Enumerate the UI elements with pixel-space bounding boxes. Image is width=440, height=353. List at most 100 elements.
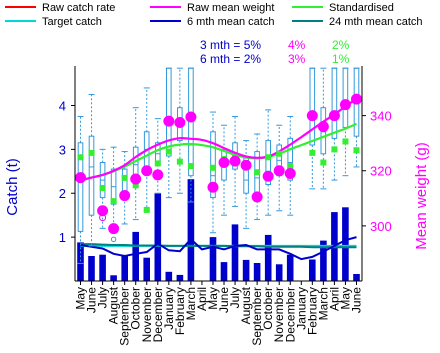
legend-label: 6 mth mean catch [187,16,274,28]
x-tick-label: May [74,287,88,310]
y-axis-label-left: Catch (t) [4,158,21,216]
catch-bar [165,271,173,281]
legend: Raw catch rate Raw mean weight Standardise… [5,2,423,28]
catch-bar [264,234,272,281]
x-tick-label: December [151,287,165,342]
plot-frame [74,66,363,282]
standardised-point [154,160,161,167]
boxplot [88,94,95,247]
standardised-point [353,147,360,154]
catch-bar [275,264,283,281]
stats-annotation: 3 mth = 5% 4% 2% 6 mth = 2% 3% 1% [200,38,350,66]
y-tick-label-left: 3 [59,142,66,157]
y-tick-label-left: 1 [59,230,66,245]
catch-bar [320,240,327,281]
standardised-point [342,138,349,145]
boxplot [132,107,139,221]
mean-weight-point [174,117,186,129]
boxplot [221,124,228,216]
x-tick-label: November [140,287,154,342]
x-tick-label: June [350,287,364,313]
catch-bar [99,254,106,281]
reference-lines [80,236,357,261]
y-tick-label-left: 4 [59,98,66,113]
catch-bar [187,179,195,281]
x-tick-label: September [118,287,132,346]
standardised-point [254,169,261,176]
x-tick-label: August [107,286,121,324]
stats-label: 3 mth = 5% [200,38,261,52]
boxplot [243,140,250,229]
boxplot [254,133,261,221]
legend-label: 24 mth mean catch [329,16,423,28]
boxplot [342,67,349,177]
mean-weight-point [218,156,230,168]
y-tick-label-right: 340 [370,109,392,124]
catch-bar [242,259,250,281]
x-tick-label: April [195,287,209,311]
x-tick-label: December [283,287,297,342]
mean-weight-point [75,172,87,184]
stats-pct-green: 2% [332,38,350,52]
mean-weight-point [229,155,241,167]
x-tick-label: June [85,287,99,313]
standardised-point [265,154,272,161]
standardised-point [88,149,95,156]
catch-bar [88,256,95,281]
mean-weight-point [273,165,285,177]
mean-weight-point [97,205,109,217]
hollow-point [99,214,107,222]
standardised-point [99,184,106,191]
point-markers [75,93,362,243]
outlier-point [110,236,117,243]
stats-pct-magenta: 4% [288,38,306,52]
catch-bar [154,193,162,281]
y-tick-label-right: 320 [370,164,392,179]
boxplot [110,146,117,232]
legend-label: Target catch [42,16,102,28]
standardised-point [77,154,84,161]
boxplot [121,151,128,225]
boxplot [165,67,172,199]
standardised-point [209,164,216,171]
x-tick-label: October [261,287,275,330]
x-tick-label: July [96,287,110,308]
boxplot [154,118,161,194]
standardised-point [143,206,150,213]
x-tick-label: July [228,287,242,308]
catch-bar [176,274,184,281]
mean-weight-point [119,190,131,202]
standardised-point [287,163,294,170]
trend-curve [80,122,357,182]
boxplot [176,67,183,194]
x-tick-label: November [272,287,286,342]
stats-label: 6 mth = 2% [200,52,261,66]
mean-weight-point [240,159,252,171]
x-tick-label: October [129,287,143,330]
mean-weight-point [207,181,219,193]
x-tick-label: January [162,287,176,330]
x-tick-label: May [206,287,220,310]
x-tick-label: March [316,287,330,320]
standardised-point [132,182,139,189]
standardised-point [309,149,316,156]
series-line [80,243,357,249]
catch-bar [220,262,228,281]
trend-curves [80,97,358,182]
y-tick-label-right: 300 [370,219,392,234]
boxplot [209,111,216,234]
x-tick-label: April [327,287,341,311]
mean-weight-point [130,173,142,185]
y-axis-label-right: Mean weight (g) [413,142,430,250]
boxplot [287,115,294,216]
y-tick-label-left: 2 [59,186,66,201]
axes: 1234300320340MayJuneJulyAugustSeptemberO… [59,98,392,345]
mean-weight-point [152,169,164,181]
x-tick-label: May [338,287,352,310]
stats-pct-magenta: 3% [288,52,306,66]
legend-label: Standardised [329,2,394,14]
standardised-point [176,158,183,165]
mean-weight-point [141,165,153,177]
x-tick-label: August [239,286,253,324]
